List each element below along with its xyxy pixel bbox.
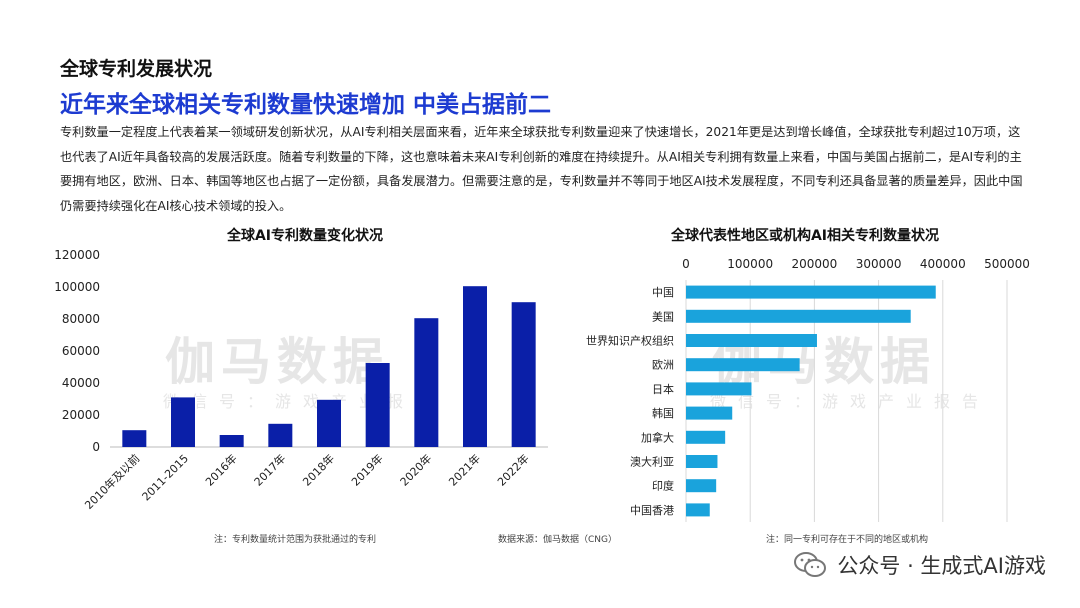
y-tick-label: 美国 (652, 310, 674, 323)
body-paragraph: 专利数量一定程度上代表着某一领域研发创新状况，从AI专利相关层面来看，近年来全球… (60, 125, 1023, 213)
y-tick-label: 120000 (54, 248, 100, 262)
bar (171, 397, 195, 447)
bar (463, 286, 487, 447)
footer: 公众号 · 生成式AI游戏 (793, 550, 1046, 580)
bar (414, 318, 439, 447)
y-tick-label: 印度 (652, 479, 674, 493)
bar (686, 358, 800, 372)
right-chart-note: 注：同一专利可存在于不同的地区或机构 (766, 535, 929, 545)
bar (686, 503, 710, 517)
y-tick-label: 0 (92, 440, 100, 454)
bar (365, 363, 390, 447)
bar (686, 479, 717, 493)
y-tick-label: 20000 (62, 408, 100, 422)
y-tick-label: 60000 (62, 344, 100, 358)
y-tick-label: 中国香港 (630, 504, 674, 517)
y-tick-label: 加拿大 (641, 430, 674, 444)
bar (686, 455, 718, 468)
bar (219, 435, 244, 447)
x-tick-label: 300000 (856, 257, 902, 271)
bar (686, 309, 911, 323)
bar (686, 406, 733, 420)
y-tick-label: 40000 (62, 376, 100, 390)
wechat-icon (794, 552, 827, 577)
x-tick-label: 500000 (984, 257, 1030, 271)
y-tick-label: 100000 (54, 280, 100, 294)
x-tick-label: 400000 (920, 257, 966, 271)
right-chart-title: 全球代表性地区或机构AI相关专利数量状况 (670, 228, 940, 244)
bar (122, 430, 147, 447)
y-tick-label: 欧洲 (652, 359, 674, 372)
footer-text: 公众号 · 生成式AI游戏 (837, 554, 1046, 578)
left-chart-note: 注：专利数量统计范围为获批通过的专利 (214, 535, 377, 545)
bar (511, 302, 536, 447)
y-tick-label: 80000 (62, 312, 100, 326)
bar (686, 285, 936, 299)
bar (686, 334, 817, 347)
y-tick-label: 韩国 (652, 406, 674, 420)
data-source: 数据来源：伽马数据（CNG） (498, 535, 617, 545)
y-tick-label: 澳大利亚 (630, 455, 674, 469)
y-tick-label: 世界知识产权组织 (586, 334, 674, 348)
headline: 近年来全球相关专利数量快速增加 中美占据前二 (60, 92, 552, 118)
x-tick-label: 100000 (727, 257, 773, 271)
bar (317, 399, 341, 447)
y-tick-label: 日本 (652, 382, 674, 396)
left-chart-title: 全球AI专利数量变化状况 (226, 228, 384, 244)
x-tick-label: 0 (682, 257, 690, 271)
bar (686, 430, 726, 444)
x-tick-label: 200000 (791, 257, 837, 271)
bar (268, 423, 293, 447)
bar (686, 382, 752, 396)
section-title: 全球专利发展状况 (60, 58, 213, 80)
y-tick-label: 中国 (652, 286, 674, 299)
